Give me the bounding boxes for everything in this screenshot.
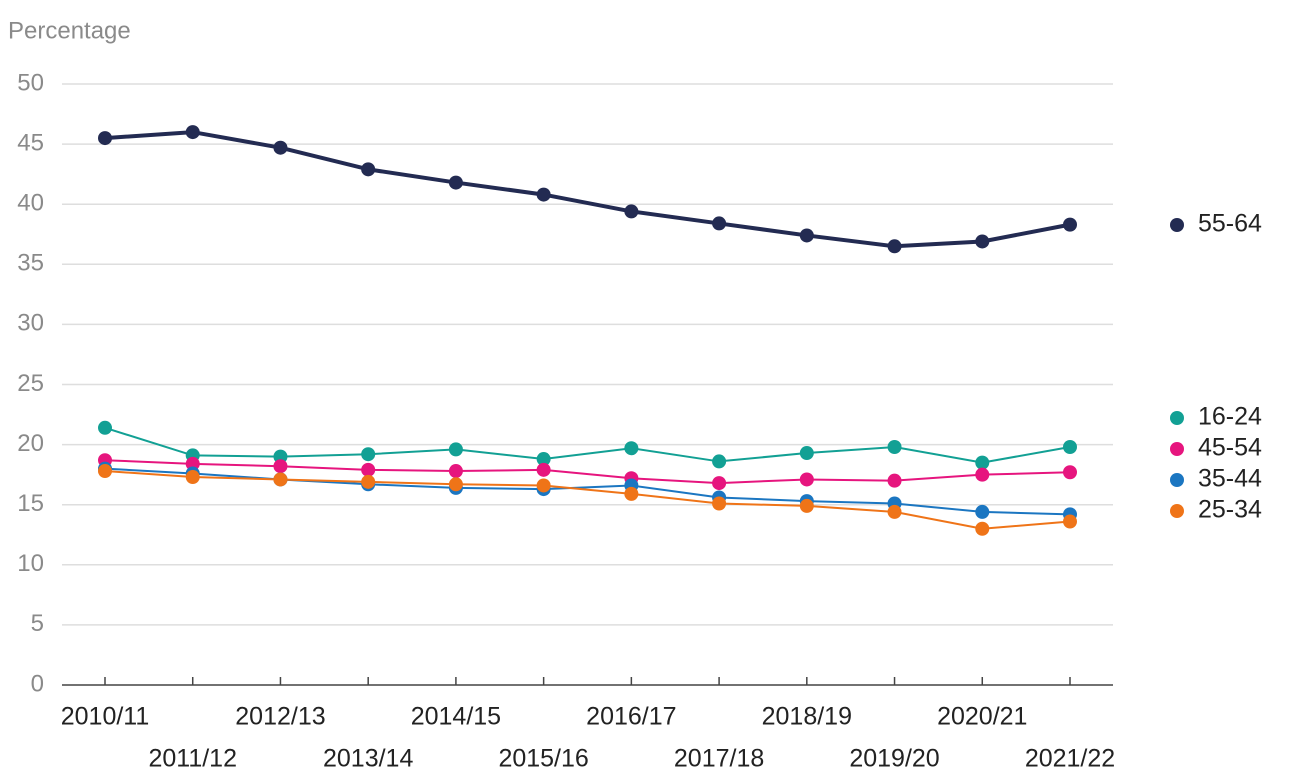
x-tick-label: 2017/18 xyxy=(674,745,764,773)
data-point xyxy=(975,455,990,470)
data-point xyxy=(624,204,639,219)
legend-label: 35-44 xyxy=(1198,465,1262,493)
x-tick-label: 2019/20 xyxy=(849,745,939,773)
data-point xyxy=(185,456,200,471)
data-point xyxy=(536,478,551,493)
data-point xyxy=(536,452,551,467)
data-point xyxy=(975,504,990,519)
data-point xyxy=(887,473,902,488)
data-point xyxy=(712,476,727,491)
data-point xyxy=(712,496,727,511)
data-point xyxy=(624,486,639,501)
data-point xyxy=(536,462,551,477)
legend-marker xyxy=(1170,218,1184,232)
legend-marker xyxy=(1170,473,1184,487)
y-tick-label: 50 xyxy=(17,69,44,96)
legend-marker xyxy=(1170,411,1184,425)
data-point xyxy=(361,162,376,177)
y-axis-label: Percentage xyxy=(8,17,131,44)
series-line xyxy=(104,426,1071,464)
data-point xyxy=(975,521,990,536)
y-tick-label: 5 xyxy=(31,610,44,637)
data-point xyxy=(273,140,288,155)
x-tick-label: 2016/17 xyxy=(586,703,676,731)
x-tick-label: 2015/16 xyxy=(498,745,588,773)
data-point xyxy=(887,440,902,455)
legend-label: 16-24 xyxy=(1198,403,1262,431)
data-point xyxy=(361,474,376,489)
series-line xyxy=(104,470,1071,530)
y-tick-label: 40 xyxy=(17,190,44,217)
x-tick-label: 2020/21 xyxy=(937,703,1027,731)
y-tick-label: 0 xyxy=(31,670,44,697)
y-tick-label: 15 xyxy=(17,490,44,517)
data-point xyxy=(1063,514,1077,529)
data-point xyxy=(448,442,463,457)
data-point xyxy=(799,228,814,243)
data-point xyxy=(624,441,639,456)
data-point xyxy=(185,470,200,485)
data-point xyxy=(975,467,990,482)
data-point xyxy=(98,131,112,146)
data-point xyxy=(1063,440,1077,455)
y-tick-label: 25 xyxy=(17,370,44,397)
data-point xyxy=(712,454,727,469)
data-point xyxy=(799,498,814,513)
x-tick-label: 2021/22 xyxy=(1025,745,1115,773)
series-line xyxy=(104,130,1071,249)
data-point xyxy=(361,447,376,462)
y-tick-label: 30 xyxy=(17,310,44,337)
data-point xyxy=(887,504,902,519)
data-point xyxy=(712,216,727,231)
data-point xyxy=(448,175,463,190)
data-point xyxy=(975,234,990,249)
legend-label: 55-64 xyxy=(1198,210,1262,238)
x-tick-label: 2011/12 xyxy=(148,745,237,773)
y-tick-label: 35 xyxy=(17,250,44,277)
data-point xyxy=(273,472,288,487)
legend-label: 25-34 xyxy=(1198,496,1262,524)
data-point xyxy=(1063,465,1077,480)
data-point xyxy=(361,462,376,477)
data-point xyxy=(448,464,463,479)
data-point xyxy=(1063,217,1077,232)
data-point xyxy=(185,125,200,140)
data-point xyxy=(887,239,902,254)
data-point xyxy=(799,472,814,487)
legend-label: 45-54 xyxy=(1198,434,1262,462)
y-tick-label: 45 xyxy=(17,129,44,156)
data-point xyxy=(273,459,288,474)
x-tick-label: 2014/15 xyxy=(411,703,501,731)
series-line xyxy=(104,467,1071,516)
y-tick-label: 20 xyxy=(17,430,44,457)
x-tick-label: 2010/11 xyxy=(61,703,150,731)
data-point xyxy=(273,449,288,464)
legend-marker xyxy=(1170,442,1184,456)
data-point xyxy=(799,446,814,461)
series-line xyxy=(104,459,1071,485)
x-tick-label: 2012/13 xyxy=(235,703,325,731)
legend-marker xyxy=(1170,504,1184,518)
data-point xyxy=(536,187,551,202)
data-point xyxy=(98,464,112,479)
x-tick-label: 2018/19 xyxy=(762,703,852,731)
x-tick-label: 2013/14 xyxy=(323,745,413,773)
y-tick-label: 10 xyxy=(17,550,44,577)
data-point xyxy=(98,420,112,435)
data-point xyxy=(448,477,463,492)
